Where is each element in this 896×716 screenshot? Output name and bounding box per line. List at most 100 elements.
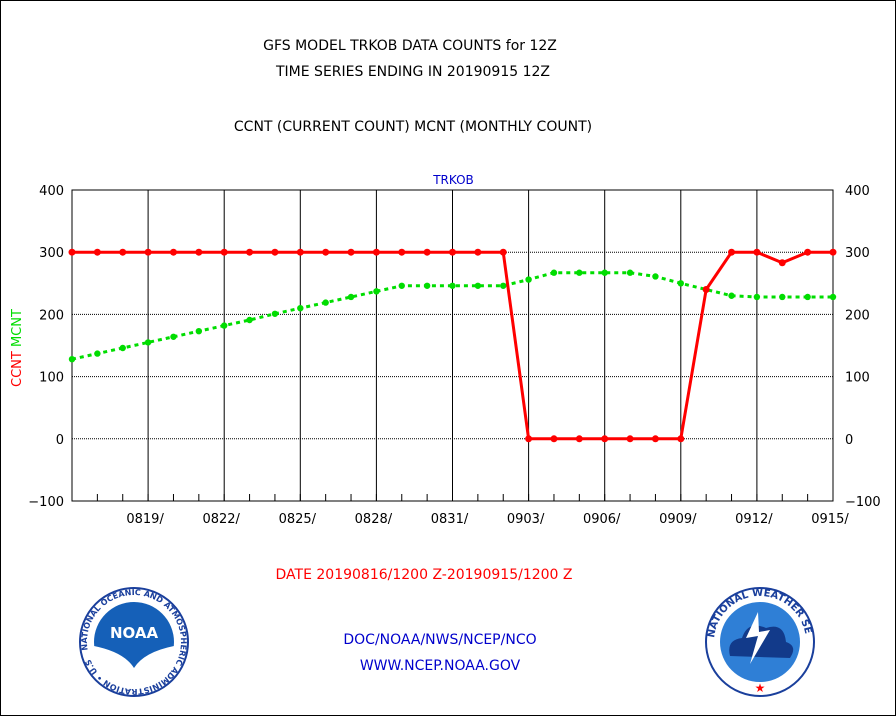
data-point-ccnt <box>398 248 406 256</box>
data-point-ccnt <box>626 435 634 443</box>
data-point-mcnt <box>525 276 532 283</box>
data-point-mcnt <box>677 280 684 287</box>
y-axis-label-ccnt: CCNT <box>10 351 25 387</box>
data-point-mcnt <box>398 282 405 289</box>
x-tick-label: 0831/ <box>431 512 469 527</box>
y-tick-label-right: −100 <box>845 495 881 510</box>
data-point-ccnt <box>753 248 761 256</box>
data-point-ccnt <box>728 248 736 256</box>
y-tick-label-right: 300 <box>845 246 870 261</box>
data-point-mcnt <box>804 293 811 301</box>
data-point-mcnt <box>271 310 279 317</box>
x-tick-label: 0909/ <box>659 512 697 527</box>
data-point-ccnt <box>499 248 507 256</box>
data-point-ccnt <box>169 248 177 256</box>
chart-title-line-2: TIME SERIES ENDING IN 20190915 12Z <box>276 64 550 80</box>
data-point-ccnt <box>322 248 330 256</box>
data-point-ccnt <box>423 248 431 256</box>
y-tick-label-right: 100 <box>845 371 870 386</box>
data-point-ccnt <box>372 248 380 256</box>
data-point-mcnt <box>347 293 355 301</box>
noaa-logo-ring: NATIONAL OCEANIC AND ATMOSPHERIC ADMINIS… <box>0 0 188 696</box>
data-point-mcnt <box>626 269 634 276</box>
chart-title-line-1: GFS MODEL TRKOB DATA COUNTS for 12Z <box>263 38 557 54</box>
data-point-mcnt <box>144 339 152 346</box>
data-point-ccnt <box>195 248 203 256</box>
nws-logo-ring: NATIONAL WEATHER SERVICE <box>0 0 813 639</box>
y-tick-label-left: 300 <box>39 246 64 261</box>
data-point-ccnt <box>119 248 127 256</box>
data-point-ccnt <box>550 435 558 443</box>
noaa-logo-ring-text: NATIONAL OCEANIC AND ATMOSPHERIC ADMINIS… <box>0 0 188 696</box>
footer-line-2: WWW.NCEP.NOAA.GOV <box>359 658 521 674</box>
data-point-mcnt <box>297 304 304 312</box>
data-point-ccnt <box>449 248 456 256</box>
data-point-mcnt <box>753 293 761 301</box>
data-point-ccnt <box>525 435 533 443</box>
x-tick-label: 0903/ <box>507 512 545 527</box>
y-tick-label-left: 400 <box>39 184 64 199</box>
x-tick-label: 0915/ <box>811 512 849 527</box>
data-point-mcnt <box>601 269 608 276</box>
data-point-ccnt <box>702 286 710 294</box>
data-point-ccnt <box>296 248 304 256</box>
footer-line-1: DOC/NOAA/NWS/NCEP/NCO <box>343 632 537 648</box>
data-point-mcnt <box>423 282 431 289</box>
y-axis-label-mcnt: MCNT <box>10 309 25 351</box>
data-point-ccnt <box>271 248 279 256</box>
data-point-mcnt <box>550 269 558 276</box>
x-tick-label: 0906/ <box>583 512 621 527</box>
nws-logo-ring-text: NATIONAL WEATHER SERVICE <box>0 0 813 639</box>
y-axis-label: CCNT MCNT <box>10 309 25 387</box>
x-tick-label: 0828/ <box>355 512 393 527</box>
data-point-mcnt <box>94 350 101 357</box>
data-point-ccnt <box>829 248 837 256</box>
data-point-ccnt <box>144 248 152 256</box>
y-tick-label-right: 200 <box>845 308 870 323</box>
data-point-mcnt <box>373 288 380 295</box>
x-tick-label: 0819/ <box>126 512 164 527</box>
data-point-ccnt <box>474 248 482 256</box>
data-point-mcnt <box>195 327 203 335</box>
data-point-mcnt <box>322 299 329 306</box>
x-tick-label: 0825/ <box>279 512 317 527</box>
noaa-logo-initials: NOAA <box>110 624 159 642</box>
x-tick-label: 0912/ <box>735 512 773 527</box>
y-tick-label-left: 0 <box>56 433 64 448</box>
data-point-ccnt <box>778 259 786 267</box>
nws-logo-lightning <box>746 612 770 664</box>
data-point-ccnt <box>651 435 659 443</box>
data-point-ccnt <box>68 248 76 256</box>
data-point-mcnt <box>221 322 228 329</box>
data-point-mcnt <box>449 282 456 289</box>
chart-subtitle: CCNT (CURRENT COUNT) MCNT (MONTHLY COUNT… <box>233 119 593 135</box>
nws-logo-star: ★ <box>755 681 766 695</box>
y-tick-label-right: 400 <box>845 184 870 199</box>
data-point-ccnt <box>220 248 228 256</box>
data-point-ccnt <box>347 248 355 256</box>
data-point-mcnt <box>652 273 659 280</box>
data-point-mcnt <box>500 282 507 289</box>
y-tick-label-left: 100 <box>39 371 64 386</box>
data-point-mcnt <box>246 316 253 324</box>
data-point-mcnt <box>119 344 126 352</box>
data-point-ccnt <box>575 435 583 443</box>
noaa-logo-gull <box>94 646 174 686</box>
x-axis-label: DATE 20190816/1200 Z-20190915/1200 Z <box>276 567 573 583</box>
y-tick-label-right: 0 <box>845 433 853 448</box>
panel-label: TRKOB <box>432 173 474 187</box>
data-point-mcnt <box>779 293 786 301</box>
data-point-ccnt <box>601 435 609 443</box>
y-tick-label-left: 200 <box>39 308 64 323</box>
data-point-ccnt <box>804 248 812 256</box>
x-tick-label: 0822/ <box>202 512 240 527</box>
data-point-mcnt <box>829 293 837 301</box>
data-point-mcnt <box>474 282 482 289</box>
data-point-ccnt <box>677 435 685 443</box>
data-point-mcnt <box>728 292 735 299</box>
data-point-mcnt <box>68 355 76 363</box>
data-point-ccnt <box>93 248 101 256</box>
y-tick-label-left: −100 <box>28 495 64 510</box>
data-point-ccnt <box>246 248 254 256</box>
